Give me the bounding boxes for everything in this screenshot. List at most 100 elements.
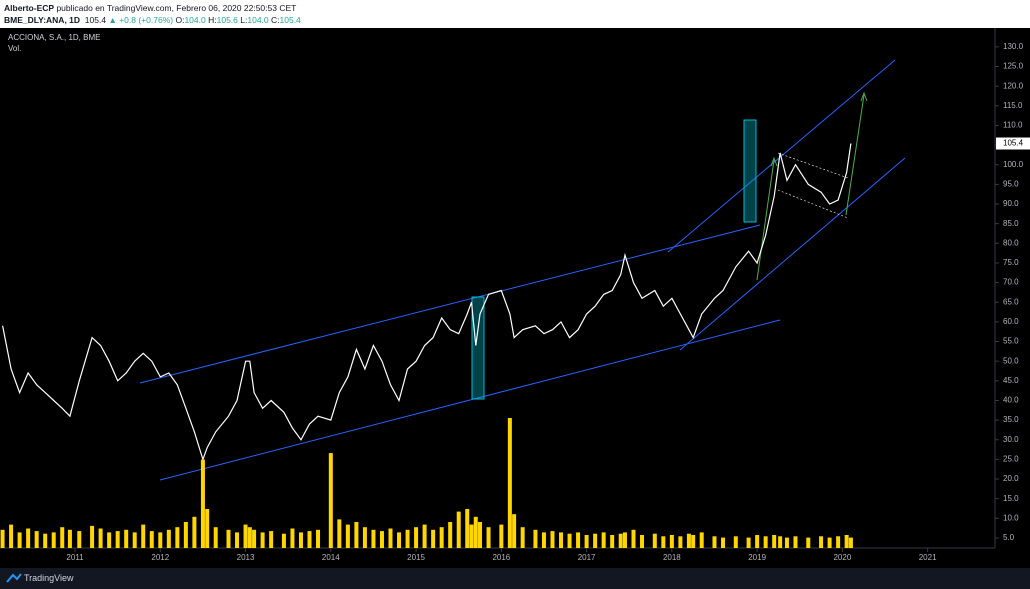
arrow xyxy=(845,94,865,216)
ohlc: O:104.0 H:105.6 L:104.0 C:105.4 xyxy=(175,15,300,25)
volume-bar xyxy=(0,529,5,548)
volume-bar xyxy=(686,533,691,548)
volume-bar xyxy=(622,532,627,548)
volume-bar xyxy=(362,527,367,548)
brand: TradingView xyxy=(24,573,74,583)
volume-bar xyxy=(90,525,95,548)
y-tick-label: 110.0 xyxy=(1003,121,1023,130)
volume-bar xyxy=(9,524,14,548)
ohlc-label: H: xyxy=(208,15,217,25)
volume-bar xyxy=(631,529,636,548)
volume-bar xyxy=(192,516,197,548)
volume-bar xyxy=(778,536,783,548)
volume-bar xyxy=(290,528,295,548)
x-tick-label: 2017 xyxy=(578,553,596,562)
volume-bar xyxy=(772,535,777,548)
y-tick-label: 100.0 xyxy=(1003,160,1024,169)
y-tick-label: 30.0 xyxy=(1003,435,1019,444)
volume-bar xyxy=(533,529,538,548)
y-tick-label: 10.0 xyxy=(1003,513,1019,522)
volume-bar xyxy=(43,533,48,548)
volume-bar xyxy=(260,532,265,548)
y-tick-label: 45.0 xyxy=(1003,376,1019,385)
volume-bar xyxy=(371,529,376,548)
header: Alberto-ECP publicado en TradingView.com… xyxy=(0,0,1030,28)
volume-bar xyxy=(618,533,623,548)
volume-bar xyxy=(26,528,31,548)
chart: ACCIONA, S.A., 1D, BME Vol. 5.0 10.0 15.0 2… xyxy=(0,28,1030,568)
volume-bar xyxy=(507,418,512,548)
trend-line xyxy=(159,319,781,481)
volume-bar xyxy=(298,532,303,548)
volume-bar xyxy=(669,535,674,548)
volume-bar xyxy=(652,533,657,548)
y-tick-label: 15.0 xyxy=(1003,494,1019,503)
volume-bar xyxy=(115,531,120,548)
x-tick-label: 2014 xyxy=(322,553,340,562)
y-tick-label: 40.0 xyxy=(1003,396,1019,405)
price-line xyxy=(2,143,852,462)
volume-bar xyxy=(746,537,751,548)
drawings xyxy=(139,59,906,481)
x-tick-label: 2012 xyxy=(151,553,169,562)
y-tick-label: 65.0 xyxy=(1003,297,1019,306)
last-price-label: 105.4 xyxy=(1003,139,1024,148)
y-tick-label: 5.0 xyxy=(1003,533,1015,542)
volume-bar xyxy=(247,527,252,548)
volume-bar xyxy=(124,529,129,548)
arrow-head xyxy=(860,91,868,102)
volume-bar xyxy=(576,532,581,548)
ohlc-value: 105.6 xyxy=(216,15,238,25)
symbol: BME_DLY:ANA, 1D xyxy=(4,15,81,25)
x-tick-label: 2013 xyxy=(237,553,255,562)
symbol-line: BME_DLY:ANA, 1D 105.4 ▲ +0.8 (+0.76%) O:… xyxy=(4,15,301,25)
volume-bar xyxy=(200,459,205,548)
author: Alberto-ECP xyxy=(4,3,55,13)
ohlc-label: L: xyxy=(240,15,248,25)
logo xyxy=(6,573,22,583)
y-tick-label: 130.0 xyxy=(1003,42,1024,51)
volume-bar xyxy=(733,536,738,548)
y-tick-label: 80.0 xyxy=(1003,238,1019,247)
volume-bar xyxy=(205,509,210,548)
volume-bar xyxy=(541,532,546,548)
volume-bar xyxy=(243,524,248,548)
volume-bar xyxy=(448,522,453,548)
volume-bar xyxy=(316,529,321,548)
volume-bar xyxy=(252,529,257,548)
highlight-box xyxy=(743,119,757,223)
volume-bar xyxy=(67,529,72,548)
volume-bar xyxy=(60,527,65,548)
volume-bar xyxy=(465,509,470,548)
x-tick-label: 2019 xyxy=(748,553,766,562)
y-tick-label: 25.0 xyxy=(1003,455,1019,464)
y-tick-label: 70.0 xyxy=(1003,278,1019,287)
volume-bar xyxy=(281,533,286,548)
volume-bar xyxy=(640,535,645,548)
volume-bar xyxy=(175,527,180,548)
volume-bar xyxy=(456,511,461,548)
ohlc-label: O: xyxy=(175,15,185,25)
volume-bar xyxy=(422,524,427,548)
volume-bar xyxy=(397,532,402,548)
footer: TradingView xyxy=(0,568,1030,589)
volume-bar xyxy=(431,529,436,548)
y-tick-label: 125.0 xyxy=(1003,62,1024,71)
volume-bar xyxy=(784,537,789,548)
trend-line xyxy=(667,59,896,253)
volume-bar xyxy=(405,529,410,548)
volume-bar xyxy=(721,537,726,548)
volume-bar xyxy=(166,529,171,548)
chart-title: ACCIONA, S.A., 1D, BME xyxy=(8,33,100,42)
volume-bar xyxy=(269,531,274,548)
volume-bar xyxy=(183,522,188,548)
ohlc-value: 104.0 xyxy=(184,15,206,25)
volume-bar xyxy=(593,533,598,548)
volume-bar xyxy=(559,532,564,548)
y-tick-label: 90.0 xyxy=(1003,199,1019,208)
x-tick-label: 2016 xyxy=(492,553,510,562)
last: 105.4 xyxy=(84,15,107,25)
x-tick-label: 2011 xyxy=(66,553,84,562)
flag-line xyxy=(777,152,849,179)
